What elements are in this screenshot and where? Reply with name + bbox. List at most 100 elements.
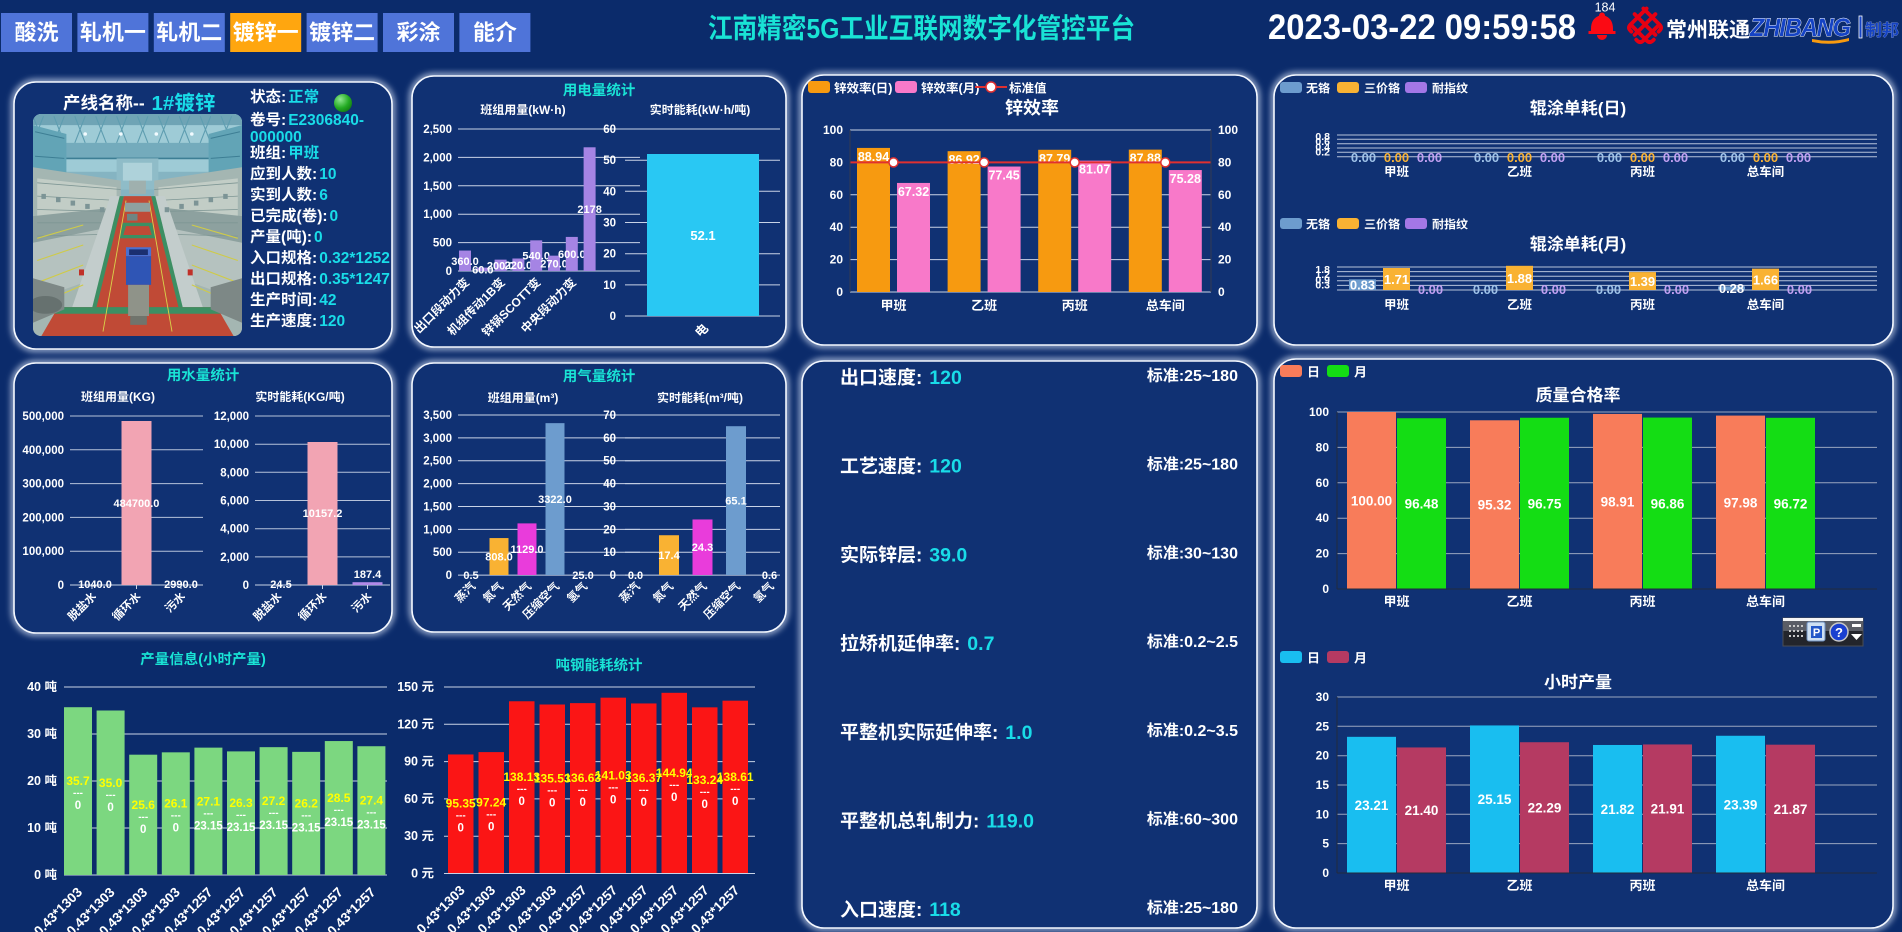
svg-text:120: 120 (319, 313, 345, 330)
svg-text:0.0: 0.0 (628, 570, 643, 582)
svg-text:0.00: 0.00 (1786, 150, 1811, 165)
svg-text:---: --- (203, 808, 213, 819)
svg-text:26.1: 26.1 (164, 797, 188, 811)
svg-text:): ) (1621, 235, 1627, 254)
svg-text:0.6: 0.6 (762, 570, 777, 582)
svg-text:10: 10 (319, 166, 336, 183)
svg-text:---: --- (138, 812, 148, 823)
svg-text:27.4: 27.4 (360, 794, 384, 808)
svg-text:0.00: 0.00 (1787, 282, 1812, 297)
svg-text:60: 60 (603, 433, 616, 445)
svg-text:3322.0: 3322.0 (538, 494, 572, 506)
svg-text::25~180: :25~180 (1179, 457, 1238, 474)
svg-text:000000: 000000 (250, 129, 302, 146)
svg-text:0: 0 (610, 311, 616, 323)
svg-text:0.00: 0.00 (1663, 150, 1688, 165)
svg-text:0: 0 (34, 868, 41, 882)
svg-text:184: 184 (1595, 1, 1616, 15)
svg-text:60: 60 (1218, 188, 1232, 202)
svg-text::: : (312, 292, 317, 309)
svg-text:---: --- (578, 785, 588, 796)
svg-text:0.00: 0.00 (1630, 150, 1655, 165)
svg-text:120: 120 (397, 717, 418, 731)
svg-text:0.5: 0.5 (463, 570, 478, 582)
svg-text:23.15: 23.15 (357, 820, 386, 832)
svg-text:1.88: 1.88 (1507, 271, 1532, 286)
svg-text:96.86: 96.86 (1651, 496, 1685, 511)
svg-text:1.66: 1.66 (1753, 272, 1778, 287)
svg-text:100: 100 (823, 123, 843, 137)
svg-text:0: 0 (107, 802, 113, 814)
svg-text:2,000: 2,000 (220, 552, 249, 564)
svg-text:138.61: 138.61 (717, 770, 754, 784)
svg-text:20: 20 (1316, 547, 1330, 561)
svg-text:0: 0 (579, 797, 585, 809)
svg-text:---: --- (517, 784, 527, 795)
svg-text:1.8: 1.8 (1315, 264, 1330, 276)
svg-text:26.2: 26.2 (295, 796, 319, 810)
svg-text:87.79: 87.79 (1039, 152, 1070, 166)
svg-text:86.92: 86.92 (948, 153, 979, 167)
svg-text:35.7: 35.7 (66, 774, 90, 788)
svg-text:0.83: 0.83 (1350, 278, 1375, 293)
svg-text:96.72: 96.72 (1774, 496, 1808, 511)
svg-text:0.3: 0.3 (1315, 280, 1330, 292)
svg-text:50: 50 (603, 155, 616, 167)
svg-text:0.00: 0.00 (1473, 282, 1498, 297)
svg-text:42: 42 (319, 292, 336, 309)
svg-text:2,500: 2,500 (423, 124, 452, 136)
svg-text:10: 10 (27, 821, 41, 835)
svg-text::: : (916, 368, 922, 389)
svg-text:136.37: 136.37 (625, 771, 662, 785)
svg-text:23.15: 23.15 (324, 817, 353, 829)
svg-text:21.91: 21.91 (1651, 802, 1685, 817)
svg-text:100.00: 100.00 (1351, 494, 1392, 509)
svg-text:135.53: 135.53 (534, 772, 571, 786)
svg-text:23.15: 23.15 (259, 820, 288, 832)
svg-text:144.94: 144.94 (656, 766, 693, 780)
svg-text:65.1: 65.1 (725, 496, 746, 508)
svg-text:(KG/: (KG/ (303, 390, 329, 404)
svg-text:0.00: 0.00 (1664, 282, 1689, 297)
svg-text:2,000: 2,000 (423, 152, 452, 164)
svg-text::: : (973, 812, 979, 833)
svg-text:60: 60 (830, 188, 844, 202)
svg-text:0.8: 0.8 (1315, 131, 1330, 143)
svg-text:95.35: 95.35 (446, 797, 476, 811)
svg-text:40: 40 (830, 220, 844, 234)
svg-text:30: 30 (1316, 690, 1330, 704)
svg-text:27.1: 27.1 (197, 794, 221, 808)
svg-text:40: 40 (27, 680, 41, 694)
svg-text:0: 0 (330, 208, 339, 225)
svg-text:0.4: 0.4 (1315, 141, 1330, 153)
svg-text:0.00: 0.00 (1474, 150, 1499, 165)
svg-text:---: --- (366, 808, 376, 819)
svg-text:67.32: 67.32 (898, 185, 929, 199)
svg-text:500,000: 500,000 (22, 411, 64, 423)
svg-text:10: 10 (603, 280, 616, 292)
svg-text:120: 120 (929, 456, 962, 478)
svg-text:): ) (746, 103, 750, 117)
svg-text:4,000: 4,000 (220, 524, 249, 536)
svg-text:2178: 2178 (577, 204, 601, 216)
svg-text:0.35*1247: 0.35*1247 (319, 271, 390, 288)
svg-text:---: --- (73, 788, 83, 799)
svg-text:88.94: 88.94 (858, 150, 889, 164)
svg-text:96.48: 96.48 (1405, 497, 1439, 512)
svg-text:0: 0 (173, 823, 179, 835)
svg-text::: : (312, 271, 317, 288)
svg-text:98.91: 98.91 (1601, 495, 1635, 510)
svg-text:28.5: 28.5 (327, 791, 351, 805)
svg-text:):: ): (317, 208, 327, 225)
svg-text:---: --- (269, 808, 279, 819)
svg-text:118: 118 (929, 899, 961, 921)
svg-text:---: --- (456, 811, 466, 822)
svg-text:52.1: 52.1 (690, 228, 715, 243)
svg-text:80: 80 (1218, 155, 1232, 169)
svg-text:0: 0 (701, 799, 707, 811)
svg-text:6: 6 (319, 187, 328, 204)
svg-text:0: 0 (488, 822, 494, 834)
svg-text:---: --- (639, 785, 649, 796)
svg-text:20: 20 (830, 253, 844, 267)
svg-text:60: 60 (603, 124, 616, 136)
